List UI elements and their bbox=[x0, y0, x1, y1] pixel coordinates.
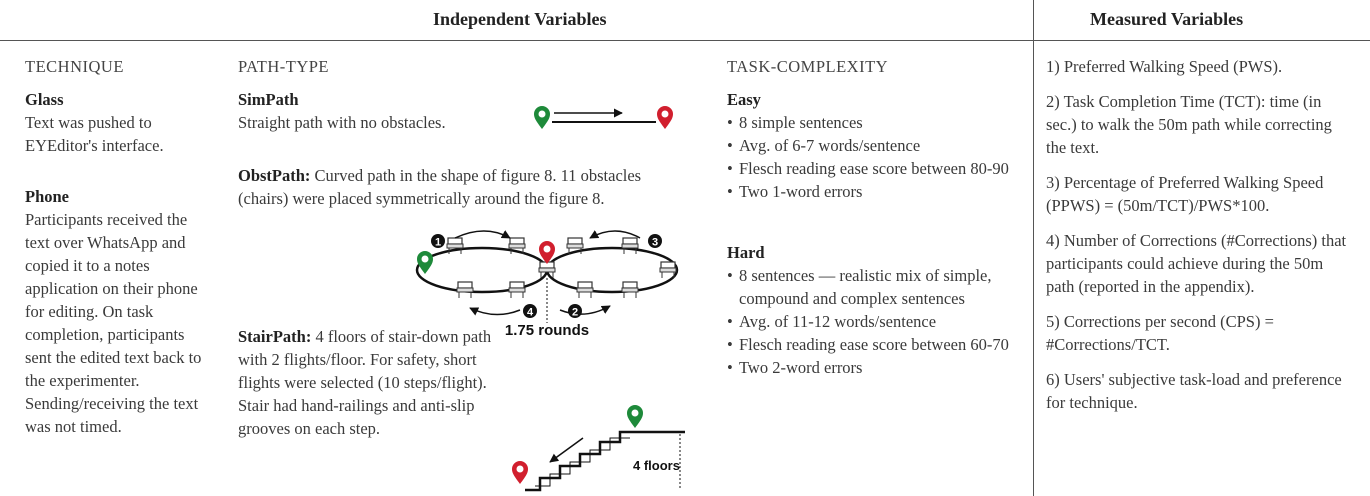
step-label: 1 bbox=[435, 237, 441, 249]
measured-item: 4) Number of Corrections (#Corrections) … bbox=[1046, 231, 1347, 296]
measured-item: 2) Task Completion Time (TCT): time (in … bbox=[1046, 92, 1332, 157]
item-text: Participants received the text over What… bbox=[25, 210, 202, 436]
item-name: SimPath bbox=[238, 90, 299, 109]
measured-column: 1) Preferred Walking Speed (PWS). 2) Tas… bbox=[1046, 55, 1351, 426]
column-heading: PATH-TYPE bbox=[238, 57, 329, 76]
stairs-diagram: 4 floors bbox=[512, 405, 685, 492]
item-text: Curved path in the shape of figure 8. 11… bbox=[238, 166, 642, 208]
header-independent: Independent Variables bbox=[433, 9, 607, 29]
level-name: Hard bbox=[727, 243, 765, 262]
item-text: Straight path with no obstacles. bbox=[238, 113, 446, 132]
bullet-list: 8 simple sentences Avg. of 6-7 words/sen… bbox=[727, 111, 1022, 203]
task-column: TASK-COMPLEXITY Easy 8 simple sentences … bbox=[727, 55, 1022, 379]
stairpath: StairPath: 4 floors of stair-down path w… bbox=[238, 325, 518, 440]
bullet-list: 8 sentences — realistic mix of simple, c… bbox=[727, 264, 1022, 379]
bullet: Two 1-word errors bbox=[727, 180, 1022, 203]
column-heading: TASK-COMPLEXITY bbox=[727, 57, 889, 76]
stairs-caption: 4 floors bbox=[633, 458, 680, 473]
level-name: Easy bbox=[727, 90, 761, 109]
measured-item: 1) Preferred Walking Speed (PWS). bbox=[1046, 57, 1283, 76]
bullet: Avg. of 11-12 words/sentence bbox=[727, 310, 1022, 333]
step-label: 2 bbox=[572, 307, 578, 319]
item-name: Phone bbox=[25, 187, 70, 206]
bullet: 8 simple sentences bbox=[727, 111, 1022, 134]
simpath: SimPath Straight path with no obstacles. bbox=[238, 88, 518, 134]
header-rule bbox=[0, 40, 1370, 41]
technique-column: TECHNIQUE Glass Text was pushed to EYEdi… bbox=[25, 55, 210, 438]
measured-item: 6) Users' subjective task-load and prefe… bbox=[1046, 370, 1342, 412]
bullet: Avg. of 6-7 words/sentence bbox=[727, 134, 1022, 157]
obstpath: ObstPath: Curved path in the shape of fi… bbox=[238, 164, 678, 210]
simpath-diagram bbox=[534, 106, 673, 129]
item-name: StairPath: bbox=[238, 327, 312, 346]
column-heading: TECHNIQUE bbox=[25, 57, 124, 76]
measured-item: 5) Corrections per second (CPS) = #Corre… bbox=[1046, 312, 1274, 354]
item-text: 4 floors of stair-down path with 2 fligh… bbox=[238, 327, 492, 438]
item-name: ObstPath: bbox=[238, 166, 311, 185]
measured-item: 3) Percentage of Preferred Walking Speed… bbox=[1046, 173, 1324, 215]
header-measured: Measured Variables bbox=[1090, 9, 1244, 29]
bullet: Flesch reading ease score between 60-70 bbox=[727, 333, 1022, 356]
step-label: 4 bbox=[527, 307, 534, 319]
item-name: Glass bbox=[25, 90, 64, 109]
column-divider bbox=[1033, 0, 1034, 496]
step-label: 3 bbox=[652, 237, 658, 249]
figure8-diagram: 1 2 3 4 1.75 rounds bbox=[415, 230, 679, 339]
bullet: Flesch reading ease score between 80-90 bbox=[727, 157, 1022, 180]
item-text: Text was pushed to EYEditor's interface. bbox=[25, 113, 164, 155]
figure8-caption: 1.75 rounds bbox=[505, 322, 589, 339]
bullet: Two 2-word errors bbox=[727, 356, 1022, 379]
bullet: 8 sentences — realistic mix of simple, c… bbox=[727, 264, 1022, 310]
